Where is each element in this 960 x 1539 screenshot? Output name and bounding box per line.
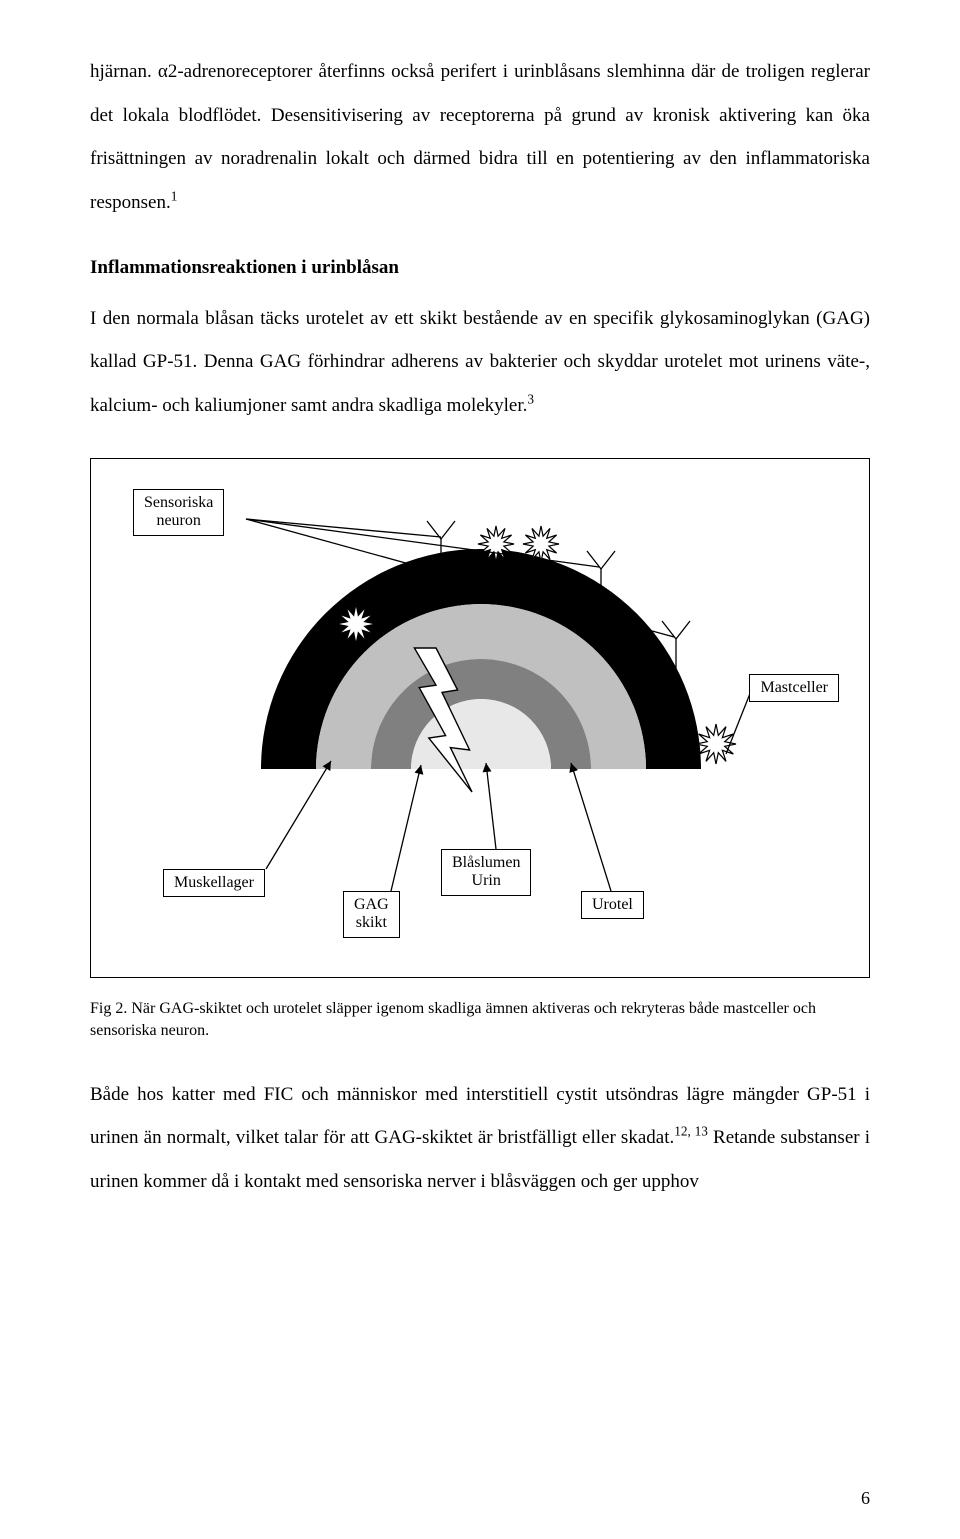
paragraph-3: Både hos katter med FIC och människor me… — [90, 1073, 870, 1204]
label-lumen-line1: Blåslumen — [452, 854, 520, 871]
paragraph-1-ref: 1 — [171, 189, 178, 204]
label-sensory-neuron: Sensoriska neuron — [133, 489, 224, 536]
label-urothel: Urotel — [581, 891, 644, 919]
label-sensory-neuron-line1: Sensoriska — [144, 494, 213, 511]
label-lumen: Blåslumen Urin — [441, 849, 531, 896]
label-gag-layer-line2: skikt — [356, 914, 387, 931]
figure-2-caption: Fig 2. När GAG-skiktet och urotelet släp… — [90, 998, 870, 1043]
paragraph-2: I den normala blåsan täcks urotelet av e… — [90, 297, 870, 428]
figure-2: Sensoriska neuron Mastceller Muskellager… — [90, 458, 870, 978]
paragraph-2-ref: 3 — [527, 392, 534, 407]
paragraph-1-text: hjärnan. α2-adrenoreceptorer återfinns o… — [90, 61, 870, 213]
label-gag-layer-line1: GAG — [354, 896, 389, 913]
paragraph-2-text: I den normala blåsan täcks urotelet av e… — [90, 308, 870, 416]
label-mastcells: Mastceller — [749, 674, 839, 702]
paragraph-3-ref: 12, 13 — [674, 1124, 708, 1139]
label-gag-layer: GAG skikt — [343, 891, 400, 938]
section-heading: Inflammationsreaktionen i urinblåsan — [90, 257, 870, 279]
label-sensory-neuron-line2: neuron — [156, 512, 200, 529]
page-number: 6 — [861, 1488, 870, 1509]
figure-2-svg — [91, 459, 867, 975]
label-lumen-line2: Urin — [472, 872, 501, 889]
label-muscle-layer: Muskellager — [163, 869, 265, 897]
paragraph-1: hjärnan. α2-adrenoreceptorer återfinns o… — [90, 50, 870, 225]
